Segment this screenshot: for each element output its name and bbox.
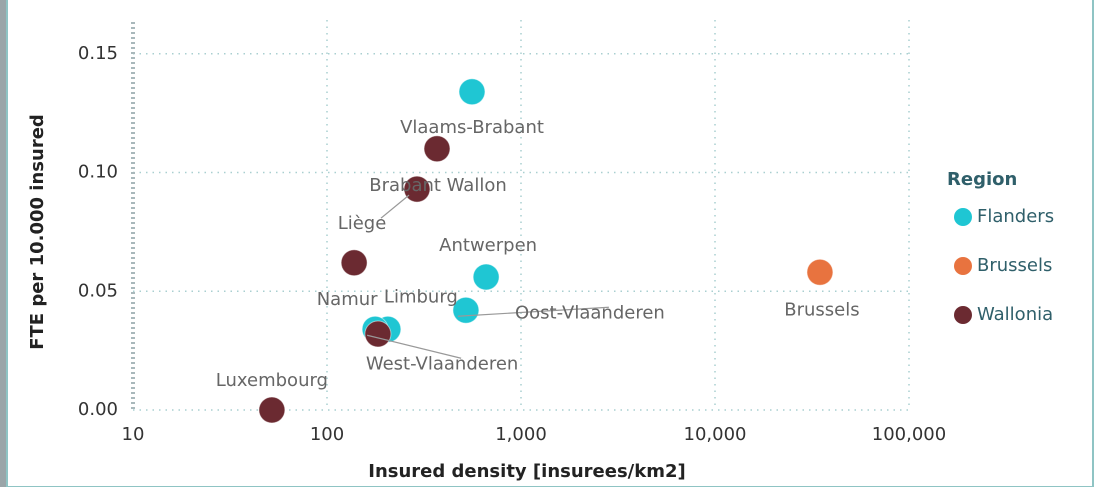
y-tick-label: 0.05 [78,280,118,301]
point-label: Brussels [784,299,859,320]
y-tick-label: 0.15 [78,43,118,64]
legend-marker [954,306,972,324]
point-label: Namur [317,289,378,310]
point [423,135,451,163]
point-label: Vlaams-Brabant [400,117,544,138]
point-label: Limburg [384,286,458,307]
leader-line [380,194,410,219]
x-axis-title: Insured density [insurees/km2] [368,461,685,482]
point [806,258,834,286]
point [403,175,431,203]
legend-marker [954,208,972,226]
x-tick-label: 10,000 [684,424,747,445]
x-tick-label: 10 [122,424,145,445]
point [340,249,368,277]
x-tick-label: 100 [310,424,344,445]
point-label: Luxembourg [216,370,328,391]
legend-title: Region [947,169,1017,190]
legend-marker [954,257,972,275]
point-label: Oost-Vlaanderen [515,302,665,323]
x-tick-label: 100,000 [872,424,946,445]
frame [6,0,1094,487]
legend-label: Wallonia [977,304,1053,325]
leader-line [457,306,609,317]
side-strip [0,0,6,487]
y-tick-label: 0.10 [78,162,118,183]
legend-label: Flanders [977,206,1054,227]
leader-line [366,334,462,359]
point [364,320,392,348]
point-label: West-Vlaanderen [366,353,518,374]
y-tick-label: 0.00 [78,399,118,420]
point-label: Liège [338,213,387,234]
legend-label: Brussels [977,255,1052,276]
point-label: Brabant Wallon [369,175,507,196]
point [472,263,500,291]
point [258,396,286,424]
y-axis-title: FTE per 10.000 insured [27,114,48,350]
x-tick-label: 1,000 [495,424,547,445]
point-label: Antwerpen [439,235,537,256]
point [458,78,486,106]
